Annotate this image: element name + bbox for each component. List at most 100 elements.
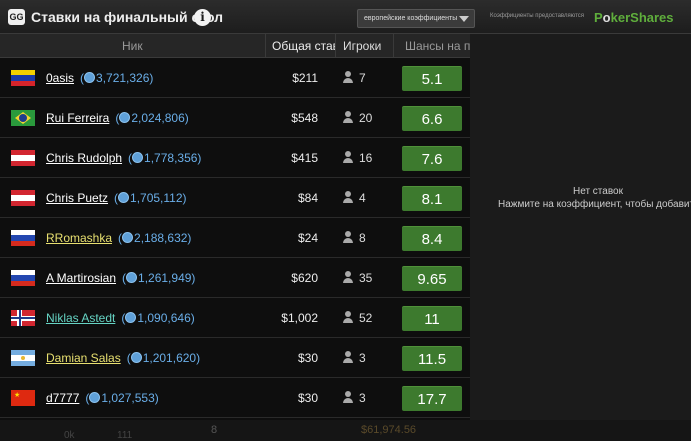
background-lobby-strip: 0k 111 8 $61,974.56 — [0, 420, 691, 441]
user-icon — [342, 351, 354, 364]
user-icon — [342, 71, 354, 84]
chip-stack-icon — [125, 312, 137, 323]
chip-stack-icon — [118, 192, 130, 203]
user-icon — [342, 111, 354, 124]
chip-count: (1,778,356) — [128, 151, 202, 165]
player-name-link[interactable]: Rui Ferreira — [46, 111, 110, 125]
chip-count: (3,721,326) — [80, 71, 154, 85]
table-row: Rui Ferreira (2,024,806) $548 20 6.6 — [0, 98, 470, 138]
players-count: 8 — [359, 231, 366, 245]
chip-count: (1,027,553) — [85, 391, 159, 405]
chevron-down-icon — [459, 16, 469, 22]
table-row: A Martirosian (1,261,949) $620 35 9.65 — [0, 258, 470, 298]
chip-stack-icon — [84, 72, 96, 83]
players-count: 16 — [359, 151, 373, 165]
column-header-chance[interactable]: Шансы на победу — [393, 34, 470, 58]
column-header-players[interactable]: Игроки — [335, 34, 393, 58]
flag-norway-icon — [11, 310, 35, 326]
chip-stack-icon — [119, 112, 131, 123]
total-bet-value: $30 — [297, 391, 318, 405]
user-icon — [342, 231, 354, 244]
table-row: Niklas Astedt (1,090,646) $1,002 52 11 — [0, 298, 470, 338]
no-bets-text: Нет ставок — [573, 186, 623, 197]
player-name-link[interactable]: RRomashka — [46, 231, 113, 245]
odds-button[interactable]: 7.6 — [402, 146, 462, 171]
bet-hint-text: Нажмите на коэффициент, чтобы добавить с… — [498, 199, 691, 210]
players-count: 7 — [359, 71, 366, 85]
player-name-link[interactable]: Chris Puetz — [46, 191, 109, 205]
odds-format-value: европейские коэффициенты — [364, 15, 458, 22]
chip-count: (2,188,632) — [118, 231, 192, 245]
flag-russia-icon — [11, 270, 35, 286]
odds-button[interactable]: 6.6 — [402, 106, 462, 131]
bg-text-b: 111 — [117, 430, 133, 441]
bg-text-c: 8 — [211, 424, 218, 436]
column-header-nick[interactable]: Ник — [122, 39, 143, 53]
odds-provider-label: Коэффициенты предоставляются — [490, 13, 585, 19]
player-name-link[interactable]: Niklas Astedt — [46, 311, 116, 325]
table-row: RRomashka (2,188,632) $24 8 8.4 — [0, 218, 470, 258]
chip-stack-icon — [122, 232, 134, 243]
total-bet-value: $84 — [297, 191, 318, 205]
players-count: 4 — [359, 191, 366, 205]
total-bet-value: $620 — [291, 271, 318, 285]
chip-stack-icon — [132, 152, 144, 163]
odds-button[interactable]: 11 — [402, 306, 462, 331]
player-name-link[interactable]: Damian Salas — [46, 351, 121, 365]
odds-button[interactable]: 5.1 — [402, 66, 462, 91]
odds-button[interactable]: 11.5 — [402, 346, 462, 371]
ggpoker-logo-icon: GG — [8, 9, 25, 25]
player-name-link[interactable]: A Martirosian — [46, 271, 117, 285]
odds-button[interactable]: 17.7 — [402, 386, 462, 411]
chip-stack-icon — [126, 272, 138, 283]
flag-austria-icon — [11, 190, 35, 206]
flag-russia-icon — [11, 230, 35, 246]
player-name-link[interactable]: 0asis — [46, 71, 75, 85]
odds-button[interactable]: 9.65 — [402, 266, 462, 291]
info-icon[interactable]: i — [194, 9, 211, 26]
flag-austria-icon — [11, 150, 35, 166]
total-bet-value: $30 — [297, 351, 318, 365]
flag-venezuela-icon — [11, 70, 35, 86]
odds-button[interactable]: 8.4 — [402, 226, 462, 251]
bet-slip-panel: Нет ставок Нажмите на коэффициент, чтобы… — [470, 34, 691, 420]
bg-text-d: $61,974.56 — [361, 424, 417, 436]
player-name-link[interactable]: d7777 — [46, 391, 80, 405]
players-count: 52 — [359, 311, 373, 325]
total-bet-value: $24 — [297, 231, 318, 245]
column-header-total-bet[interactable]: Общая ставка — [265, 34, 335, 58]
user-icon — [342, 191, 354, 204]
chip-count: (1,705,112) — [114, 191, 187, 205]
table-row: Damian Salas (1,201,620) $30 3 11.5 — [0, 338, 470, 378]
table-row: Chris Puetz (1,705,112) $84 4 8.1 — [0, 178, 470, 218]
table-header: Ник Общая ставка Игроки Шансы на победу — [0, 34, 470, 58]
window-title: Ставки на финальный стол — [31, 9, 224, 25]
total-bet-value: $1,002 — [281, 311, 318, 325]
flag-china-icon: ★ — [11, 390, 35, 406]
chip-count: (1,090,646) — [121, 311, 195, 325]
players-count: 3 — [359, 391, 366, 405]
chip-stack-icon — [130, 352, 142, 363]
table-row: 0asis (3,721,326) $211 7 5.1 — [0, 58, 470, 98]
players-table: Ник Общая ставка Игроки Шансы на победу … — [0, 34, 470, 420]
pokershares-logo: PokerShares — [594, 10, 674, 25]
user-icon — [342, 271, 354, 284]
title-bar: GG Ставки на финальный стол i европейски… — [0, 0, 691, 34]
total-bet-value: $548 — [291, 111, 318, 125]
user-icon — [342, 311, 354, 324]
user-icon — [342, 391, 354, 404]
player-name-link[interactable]: Chris Rudolph — [46, 151, 123, 165]
total-bet-value: $415 — [291, 151, 318, 165]
odds-button[interactable]: 8.1 — [402, 186, 462, 211]
odds-format-select[interactable]: европейские коэффициенты — [357, 9, 475, 28]
table-row: ★ d7777 (1,027,553) $30 3 17.7 — [0, 378, 470, 418]
chip-count: (1,201,620) — [126, 351, 201, 365]
players-count: 20 — [359, 111, 373, 125]
chip-stack-icon — [89, 392, 101, 403]
user-icon — [342, 151, 354, 164]
bg-text-a: 0k — [64, 430, 75, 441]
chip-count: (1,261,949) — [122, 271, 196, 285]
chip-count: (2,024,806) — [115, 111, 189, 125]
players-count: 35 — [359, 271, 373, 285]
flag-argentina-icon — [11, 350, 35, 366]
